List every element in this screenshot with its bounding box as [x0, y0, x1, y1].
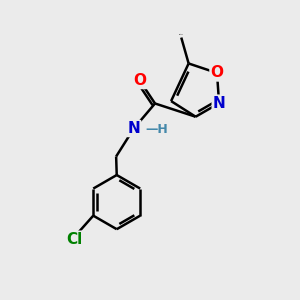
- Text: —H: —H: [145, 124, 168, 136]
- Text: O: O: [211, 65, 224, 80]
- Text: O: O: [133, 73, 146, 88]
- Text: N: N: [213, 96, 226, 111]
- Text: N: N: [128, 121, 140, 136]
- Text: methyl: methyl: [179, 34, 184, 35]
- Text: Cl: Cl: [66, 232, 82, 247]
